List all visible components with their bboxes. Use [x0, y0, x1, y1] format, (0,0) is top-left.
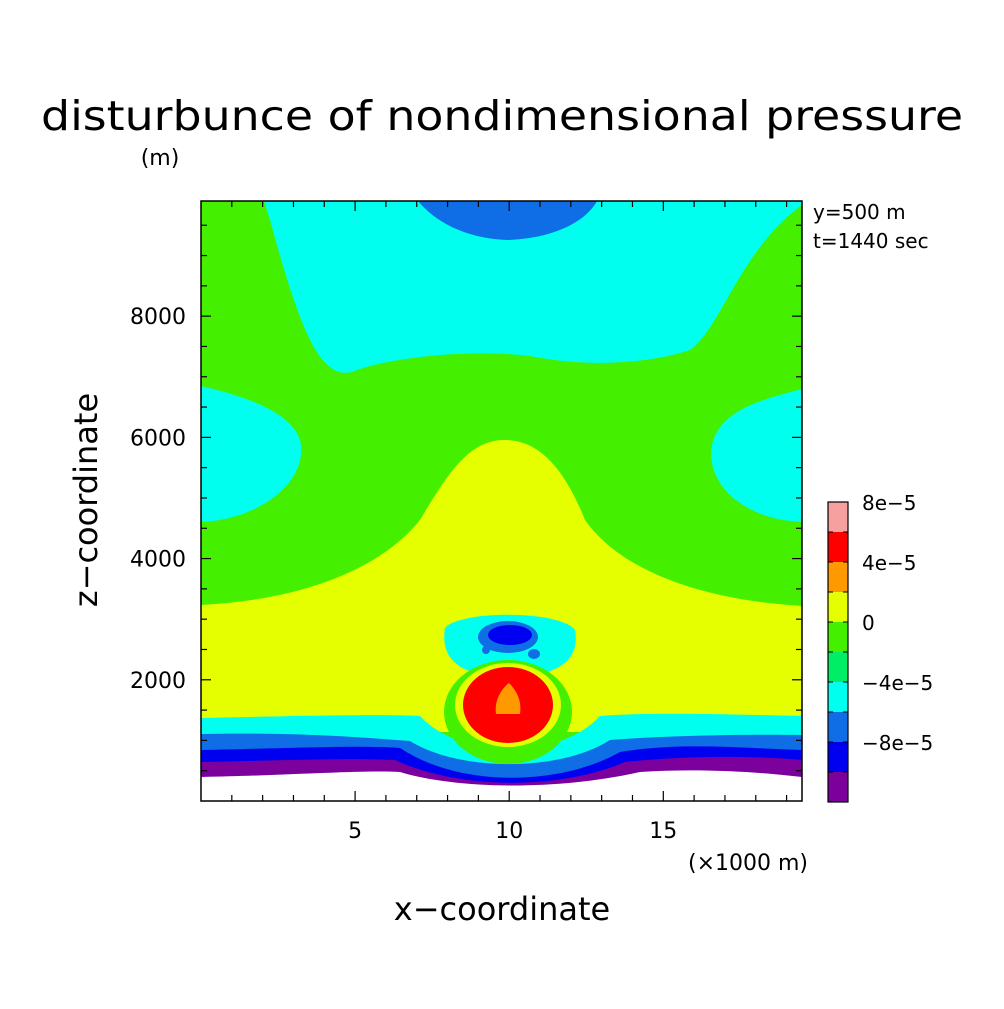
y-tick-label: 8000: [130, 305, 186, 330]
colorbar-swatch: [828, 742, 848, 772]
region-upper-low-cell: [418, 201, 597, 240]
chart-title: disturbunce of nondimensional pressure: [41, 92, 963, 140]
annotation-t: t=1440 sec: [813, 229, 929, 253]
region-positive-core: [495, 683, 521, 714]
region-upper-negative-band: [201, 201, 802, 373]
colorbar-swatch: [828, 772, 848, 802]
region-side-negative-left: [201, 386, 302, 522]
region-small-low-2: [482, 646, 490, 654]
colorbar-label: −8e−5: [862, 731, 933, 755]
colorbar-swatch: [828, 622, 848, 652]
region-negative-bubble: [488, 625, 532, 645]
x-axis-label: x−coordinate: [394, 890, 610, 928]
region-positive-plume: [201, 440, 802, 732]
colorbar-label: −4e−5: [862, 671, 933, 695]
y-unit-label: (m): [141, 146, 180, 171]
colorbar-swatch: [828, 532, 848, 562]
x-unit-label: (×1000 m): [688, 851, 808, 876]
colorbar-swatch: [828, 562, 848, 592]
annotation-y: y=500 m: [813, 200, 906, 224]
colorbar: 8e−5 4e−5 0 −4e−5 −8e−5: [827, 491, 933, 803]
y-tick-label: 6000: [130, 426, 186, 451]
colorbar-swatch: [828, 502, 848, 532]
contour-fields: [201, 201, 802, 801]
colorbar-label: 8e−5: [862, 491, 917, 515]
x-tick-label: 15: [649, 819, 677, 844]
colorbar-label: 4e−5: [862, 551, 917, 575]
plot-frame: [200, 200, 803, 802]
y-tick-label: 4000: [130, 548, 186, 573]
axis-ticks: [201, 201, 802, 801]
region-small-low: [528, 649, 540, 659]
colorbar-swatch: [828, 592, 848, 622]
terrain: [201, 770, 802, 801]
y-axis-label: z−coordinate: [67, 393, 105, 607]
region-side-negative-right: [711, 389, 802, 522]
x-tick-label: 10: [495, 819, 523, 844]
colorbar-swatch: [828, 652, 848, 682]
colorbar-swatch: [828, 682, 848, 712]
y-tick-label: 2000: [130, 669, 186, 694]
x-tick-label: 5: [348, 819, 362, 844]
colorbar-label: 0: [862, 611, 875, 635]
colorbar-swatch: [828, 712, 848, 742]
axis-tick-labels: 5 10 15 2000 4000 6000 8000: [130, 305, 677, 844]
